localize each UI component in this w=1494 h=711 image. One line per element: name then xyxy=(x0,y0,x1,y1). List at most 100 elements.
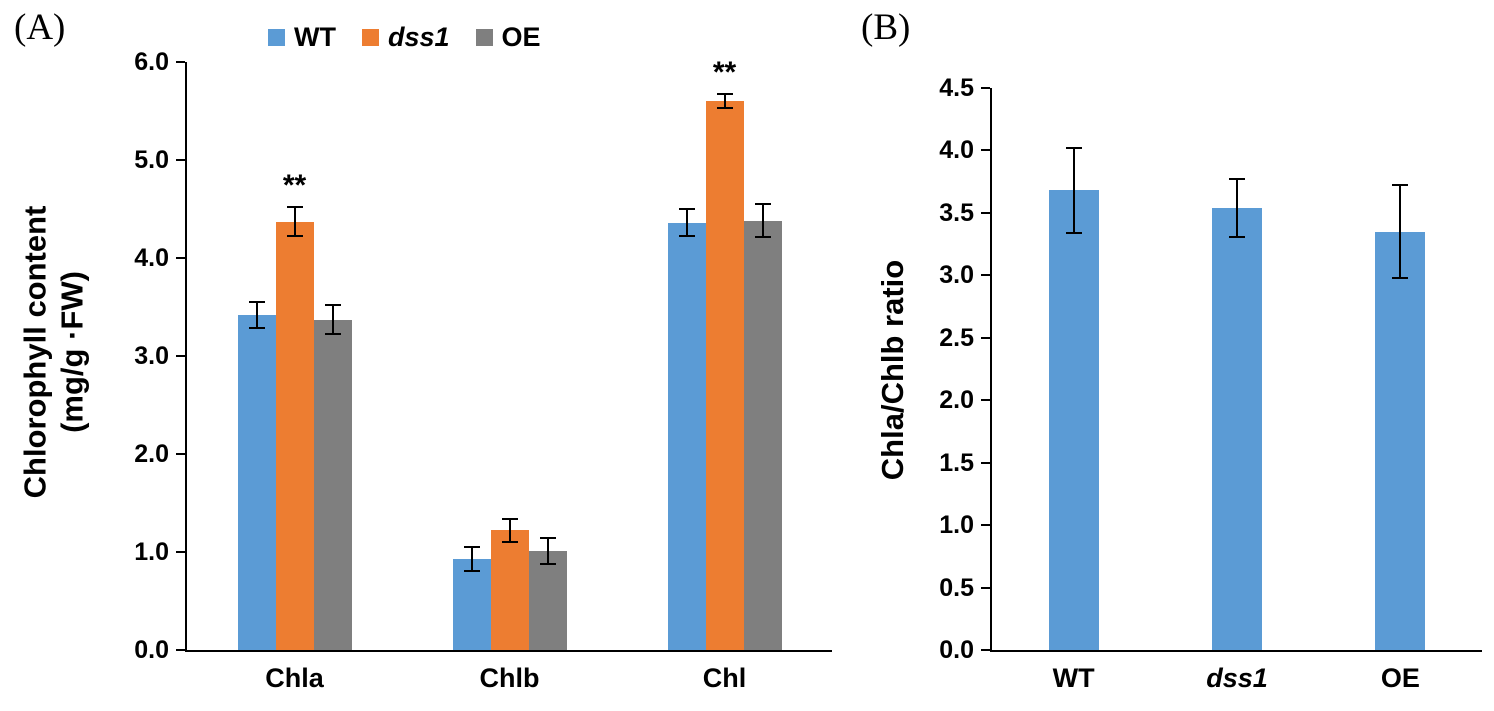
y-tick xyxy=(981,524,990,527)
y-tick-label: 2.5 xyxy=(939,323,974,352)
y-tick xyxy=(981,586,990,589)
bar xyxy=(705,101,744,650)
significance-marker: ** xyxy=(282,169,307,203)
error-bar xyxy=(331,305,334,335)
error-bar-cap-bottom xyxy=(286,235,303,238)
panel-b: (B) Chla/Chlb ratio 0.0 0.5 1.0 1.5 2.0 2.5 3.… xyxy=(845,0,1494,711)
y-tick-label: 4.0 xyxy=(134,244,169,272)
y-tick-label: 0.0 xyxy=(939,636,974,664)
error-bar-cap-bottom xyxy=(248,326,265,329)
y-tick xyxy=(176,649,185,651)
y-tick xyxy=(176,159,185,161)
error-bar xyxy=(761,204,764,238)
error-bar-cap-top xyxy=(463,546,480,549)
legend-item-oe: OE xyxy=(475,22,541,53)
y-tick xyxy=(981,149,990,152)
error-bar-cap-bottom xyxy=(324,333,341,336)
error-bar-cap-bottom xyxy=(1065,231,1082,234)
y-tick xyxy=(981,274,990,277)
y-axis-label-a-line2: (mg/g ·FW) xyxy=(54,271,89,433)
y-tick-label: 2.0 xyxy=(939,386,974,415)
error-bar-cap-top xyxy=(1229,178,1245,181)
bar xyxy=(1048,190,1099,650)
y-tick xyxy=(981,87,990,89)
y-tick-label: 6.0 xyxy=(134,48,169,76)
error-bar-cap-bottom xyxy=(539,562,556,565)
panel-b-label: (B) xyxy=(861,7,911,48)
legend-item-wt: WT xyxy=(268,22,336,53)
legend: WT dss1 OE xyxy=(268,22,541,53)
x-category-label: OE xyxy=(1380,663,1420,693)
plot-area-a: 0.0 1.0 2.0 3.0 4.0 5.0 6.0 Chla Chlb Chl ** ** xyxy=(134,48,832,693)
y-tick xyxy=(981,649,990,651)
bar xyxy=(490,530,529,650)
y-tick-label: 2.0 xyxy=(134,440,169,468)
x-category-label: Chlb xyxy=(479,663,540,693)
error-bar-cap-top xyxy=(1392,184,1409,187)
error-bar xyxy=(1236,179,1238,237)
y-axis-label-a: Chlorophyll content (mg/g ·FW) xyxy=(17,206,90,499)
error-bar-cap-bottom xyxy=(501,541,518,544)
error-bar-cap-bottom xyxy=(678,235,695,238)
y-tick xyxy=(981,399,990,402)
error-bar-cap-top xyxy=(501,517,518,520)
legend-swatch-wt xyxy=(268,29,285,46)
significance-marker: ** xyxy=(712,56,737,90)
x-category-label: WT xyxy=(1052,663,1095,693)
error-bar xyxy=(723,94,726,109)
error-bar-cap-top xyxy=(248,301,265,304)
x-category-label: dss1 xyxy=(1206,663,1268,693)
y-axis-label-a-line1: Chlorophyll content xyxy=(17,205,53,499)
error-bar xyxy=(685,209,688,237)
error-bar xyxy=(508,518,511,543)
legend-item-dss1: dss1 xyxy=(361,22,450,53)
y-tick-label: 3.0 xyxy=(939,261,974,290)
bar xyxy=(1212,207,1262,650)
error-bar-cap-top xyxy=(754,203,771,206)
x-category-label: Chla xyxy=(265,663,324,693)
error-bar-cap-bottom xyxy=(1229,235,1245,238)
y-tick-label: 4.0 xyxy=(939,136,974,165)
legend-label-wt: WT xyxy=(294,22,336,52)
y-tick-label: 0.0 xyxy=(134,636,169,664)
y-tick xyxy=(176,551,185,553)
y-tick-label: 1.0 xyxy=(939,511,974,540)
error-bar-cap-bottom xyxy=(754,236,771,239)
error-bar-cap-top xyxy=(539,537,556,540)
error-bar-cap-top xyxy=(324,304,341,307)
bar xyxy=(452,558,491,650)
x-category-label: Chl xyxy=(702,663,747,693)
legend-label-oe: OE xyxy=(501,22,541,52)
y-tick xyxy=(981,211,990,214)
plot-area-b: 0.0 0.5 1.0 1.5 2.0 2.5 3.0 3.5 4.0 4.5 WT dss1 OE xyxy=(939,74,1482,693)
y-tick xyxy=(176,453,185,455)
bar xyxy=(237,314,276,650)
y-tick-label: 3.0 xyxy=(134,342,169,370)
error-bar xyxy=(1072,147,1075,233)
error-bar-cap-top xyxy=(286,206,303,209)
error-bar-cap-top xyxy=(1065,146,1082,149)
y-tick-label: 1.0 xyxy=(134,538,169,566)
error-bar xyxy=(293,207,296,237)
panel-a: (A) WT dss1 OE Chlorophyll content (mg/g… xyxy=(14,7,832,693)
y-axis-label-b-line1: Chla/Chlb ratio xyxy=(875,259,910,481)
y-axis-label-b: Chla/Chlb ratio xyxy=(875,260,911,480)
legend-swatch-oe xyxy=(475,29,493,46)
panel-a-label: (A) xyxy=(14,7,66,48)
legend-swatch-dss1 xyxy=(361,29,379,46)
y-tick-label: 5.0 xyxy=(134,146,169,174)
legend-label-dss1: dss1 xyxy=(387,22,450,52)
error-bar xyxy=(546,538,549,564)
y-tick-label: 3.5 xyxy=(939,198,974,227)
bar xyxy=(667,222,706,650)
error-bar-cap-top xyxy=(716,93,733,96)
y-tick-label: 4.5 xyxy=(939,74,974,102)
y-tick-label: 1.5 xyxy=(939,448,974,477)
y-tick-label: 0.5 xyxy=(939,573,974,602)
y-tick xyxy=(981,461,990,464)
error-bar xyxy=(1399,185,1402,278)
error-bar xyxy=(470,547,473,571)
bar xyxy=(313,319,352,650)
bar xyxy=(1375,231,1426,650)
